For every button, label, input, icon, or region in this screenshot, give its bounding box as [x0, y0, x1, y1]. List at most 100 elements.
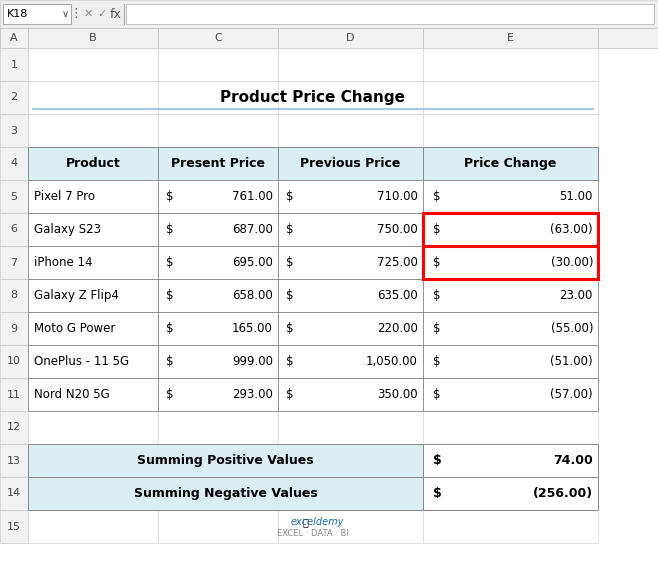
- Text: 5: 5: [11, 192, 18, 202]
- Text: 695.00: 695.00: [232, 256, 273, 269]
- Bar: [423, 378, 598, 411]
- Text: 1: 1: [11, 60, 18, 70]
- Text: $: $: [433, 223, 440, 236]
- Text: Moto G Power: Moto G Power: [34, 322, 115, 335]
- Bar: [278, 114, 423, 147]
- Text: $: $: [286, 289, 293, 302]
- Bar: [423, 378, 598, 411]
- Text: $: $: [286, 256, 293, 269]
- Bar: [158, 345, 278, 378]
- Bar: [423, 213, 598, 246]
- Bar: [278, 213, 423, 246]
- Text: (63.00): (63.00): [550, 223, 593, 236]
- Bar: [278, 180, 423, 213]
- Text: Previous Price: Previous Price: [300, 157, 401, 170]
- Text: 9: 9: [11, 324, 18, 333]
- Bar: [158, 279, 278, 312]
- Text: 11: 11: [7, 389, 21, 400]
- Bar: [423, 477, 598, 510]
- Bar: [423, 411, 598, 444]
- Bar: [28, 213, 158, 246]
- Bar: [28, 28, 158, 48]
- Bar: [28, 147, 158, 180]
- Bar: [278, 345, 423, 378]
- Text: $: $: [286, 322, 293, 335]
- Text: 3: 3: [11, 125, 18, 135]
- Bar: [0, 411, 28, 444]
- Text: (63.00): (63.00): [550, 223, 593, 236]
- Bar: [0, 81, 28, 114]
- Text: $: $: [433, 223, 440, 236]
- Bar: [158, 510, 278, 543]
- Text: $: $: [166, 256, 174, 269]
- Bar: [278, 378, 423, 411]
- Bar: [28, 378, 158, 411]
- Text: (57.00): (57.00): [550, 388, 593, 401]
- Bar: [158, 246, 278, 279]
- Bar: [0, 0, 658, 28]
- Bar: [423, 180, 598, 213]
- Text: B: B: [89, 33, 97, 43]
- Bar: [423, 444, 598, 477]
- Bar: [278, 477, 423, 510]
- Bar: [0, 180, 28, 213]
- Bar: [28, 378, 158, 411]
- Text: $: $: [166, 223, 174, 236]
- Bar: [423, 114, 598, 147]
- Bar: [423, 246, 598, 279]
- Text: 2: 2: [11, 93, 18, 102]
- Text: C: C: [214, 33, 222, 43]
- Text: $: $: [433, 289, 440, 302]
- Bar: [423, 312, 598, 345]
- Text: Summing Negative Values: Summing Negative Values: [134, 487, 317, 500]
- Bar: [28, 114, 158, 147]
- Text: 12: 12: [7, 423, 21, 433]
- Bar: [0, 48, 28, 81]
- Text: Present Price: Present Price: [171, 157, 265, 170]
- Bar: [158, 28, 278, 48]
- Text: $: $: [286, 223, 293, 236]
- Text: Summing Positive Values: Summing Positive Values: [137, 454, 314, 467]
- Bar: [28, 444, 158, 477]
- Bar: [0, 477, 28, 510]
- Bar: [158, 213, 278, 246]
- Text: Galaxy S23: Galaxy S23: [34, 223, 101, 236]
- Text: 15: 15: [7, 522, 21, 532]
- Bar: [423, 48, 598, 81]
- Text: D: D: [346, 33, 355, 43]
- Bar: [158, 312, 278, 345]
- Bar: [158, 147, 278, 180]
- Text: K18: K18: [7, 9, 28, 19]
- Bar: [28, 246, 158, 279]
- Bar: [158, 81, 278, 114]
- Bar: [278, 444, 423, 477]
- Bar: [278, 312, 423, 345]
- Bar: [278, 81, 423, 114]
- Bar: [0, 444, 28, 477]
- Bar: [0, 28, 28, 48]
- Text: EXCEL · DATA · BI: EXCEL · DATA · BI: [277, 529, 349, 538]
- Text: 710.00: 710.00: [377, 190, 418, 203]
- Text: 8: 8: [11, 291, 18, 301]
- Bar: [278, 213, 423, 246]
- Bar: [158, 477, 278, 510]
- Bar: [278, 180, 423, 213]
- Bar: [28, 279, 158, 312]
- Bar: [158, 312, 278, 345]
- Bar: [423, 213, 598, 246]
- Bar: [28, 345, 158, 378]
- Text: 1,050.00: 1,050.00: [366, 355, 418, 368]
- Bar: [278, 378, 423, 411]
- Bar: [0, 213, 28, 246]
- Bar: [0, 114, 28, 147]
- Bar: [3, 4, 71, 24]
- Text: Product Price Change: Product Price Change: [220, 90, 405, 105]
- Bar: [28, 312, 158, 345]
- Text: Price Change: Price Change: [465, 157, 557, 170]
- Text: 725.00: 725.00: [377, 256, 418, 269]
- Bar: [423, 279, 598, 312]
- Text: 165.00: 165.00: [232, 322, 273, 335]
- Bar: [278, 312, 423, 345]
- Bar: [0, 246, 28, 279]
- Bar: [0, 345, 28, 378]
